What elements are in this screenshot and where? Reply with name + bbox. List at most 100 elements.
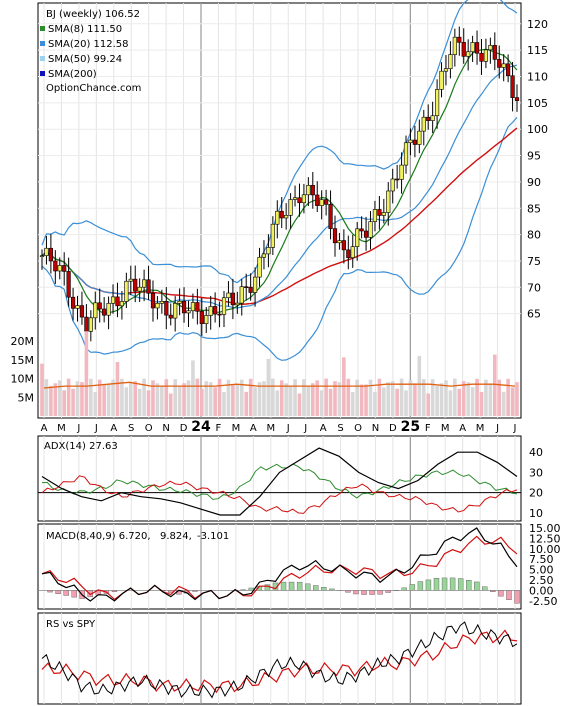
volume-bar bbox=[373, 391, 377, 416]
candle-body bbox=[235, 302, 240, 306]
volume-bar bbox=[279, 380, 284, 416]
volume-bar bbox=[191, 360, 195, 416]
candle-body bbox=[301, 194, 307, 204]
candle-body bbox=[426, 116, 431, 121]
month-label: D bbox=[180, 423, 188, 434]
candle-body bbox=[244, 286, 249, 289]
candle-body bbox=[70, 296, 76, 309]
price-tick-label: 95 bbox=[527, 150, 541, 163]
volume-bar bbox=[493, 354, 497, 416]
candle-body bbox=[284, 215, 289, 219]
volume-bar bbox=[49, 385, 53, 416]
volume-bar bbox=[510, 387, 515, 416]
volume-bar bbox=[93, 391, 98, 416]
watermark-text: OptionChance.com bbox=[46, 83, 141, 94]
price-tick-label: 110 bbox=[527, 71, 548, 84]
candle-body bbox=[226, 292, 231, 299]
price-tick-label: 85 bbox=[527, 202, 541, 215]
month-label: M bbox=[266, 423, 275, 434]
volume-bar bbox=[488, 384, 493, 416]
volume-bar bbox=[257, 382, 262, 416]
panel-frame bbox=[37, 523, 522, 610]
macd-tick-label: 12.50 bbox=[529, 532, 561, 545]
volume-bar bbox=[80, 382, 84, 416]
volume-bar bbox=[142, 378, 146, 416]
macd-histogram-bar bbox=[417, 581, 424, 591]
volume-bar bbox=[364, 384, 368, 416]
macd-histogram-bar bbox=[425, 579, 432, 591]
volume-bar bbox=[195, 378, 200, 416]
volume-bar bbox=[271, 378, 275, 416]
candle-body bbox=[328, 204, 333, 229]
candle-body bbox=[346, 249, 351, 258]
macd-histogram-bar bbox=[288, 581, 295, 591]
macd-histogram-bar bbox=[353, 590, 359, 595]
volume-bar bbox=[204, 381, 209, 416]
volume-bar bbox=[386, 382, 391, 416]
volume-bar bbox=[164, 379, 169, 416]
plus-di-line bbox=[41, 463, 518, 500]
volume-bar bbox=[160, 385, 164, 416]
month-label: S bbox=[337, 423, 343, 434]
candle-body bbox=[474, 42, 480, 54]
sma20-line bbox=[41, 64, 518, 309]
volume-bar bbox=[466, 382, 470, 416]
volume-bar bbox=[310, 383, 315, 416]
macd-histogram-bar bbox=[71, 590, 77, 598]
candle-body bbox=[208, 306, 213, 316]
price-tick-label: 100 bbox=[527, 123, 548, 136]
candle-body bbox=[204, 315, 209, 324]
volume-bar bbox=[75, 381, 80, 416]
macd-histogram-bar bbox=[474, 581, 480, 591]
volume-bar bbox=[359, 384, 364, 416]
candle-body bbox=[306, 184, 311, 196]
month-label: M bbox=[441, 423, 450, 434]
volume-bar bbox=[368, 379, 373, 416]
volume-bar bbox=[413, 383, 417, 416]
month-label: J bbox=[513, 423, 517, 434]
volume-bar bbox=[89, 378, 93, 416]
volume-bar bbox=[275, 390, 280, 416]
candle-body bbox=[501, 63, 506, 68]
candle-body bbox=[168, 314, 173, 319]
price-tick-label: 65 bbox=[527, 308, 541, 321]
volume-bar bbox=[457, 388, 462, 416]
candle-body bbox=[492, 45, 497, 60]
sma8-line bbox=[41, 48, 518, 315]
candle-body bbox=[53, 260, 58, 272]
legend-entry: SMA(20) 112.58 bbox=[48, 39, 129, 50]
volume-bar bbox=[66, 378, 71, 416]
legend-entry: SMA(8) 111.50 bbox=[48, 24, 122, 35]
candle-body bbox=[395, 178, 400, 181]
month-label: A bbox=[41, 423, 48, 434]
volume-bar bbox=[306, 385, 311, 416]
volume-bar bbox=[102, 384, 106, 416]
candle-body bbox=[332, 228, 338, 244]
volume-bar bbox=[435, 385, 439, 416]
volume-bar bbox=[106, 384, 111, 416]
volume-bar bbox=[173, 379, 177, 416]
volume-average-line bbox=[43, 381, 516, 389]
macd-title: MACD(8,40,9) 6.720, bbox=[46, 531, 151, 542]
volume-bar bbox=[395, 388, 399, 416]
volume-bar bbox=[319, 390, 324, 416]
volume-bar bbox=[284, 383, 288, 416]
candle-body bbox=[186, 310, 191, 314]
candle-body bbox=[466, 51, 471, 57]
month-label: M bbox=[232, 423, 241, 434]
legend-entry: BJ (weekly) 106.52 bbox=[46, 9, 140, 20]
legend-swatch bbox=[40, 71, 45, 76]
rs-average-line bbox=[41, 629, 518, 694]
candle-body bbox=[448, 54, 453, 69]
volume-bar bbox=[200, 388, 204, 416]
candle-body bbox=[399, 164, 404, 180]
candle-body bbox=[417, 130, 422, 145]
candle-body bbox=[514, 97, 520, 101]
candle-body bbox=[124, 280, 129, 302]
candle-body bbox=[195, 302, 200, 312]
volume-bar bbox=[137, 388, 142, 416]
candle-body bbox=[506, 63, 511, 77]
volume-bar bbox=[155, 383, 160, 416]
macd-histogram-bar bbox=[457, 578, 464, 591]
volume-bar bbox=[461, 381, 466, 416]
